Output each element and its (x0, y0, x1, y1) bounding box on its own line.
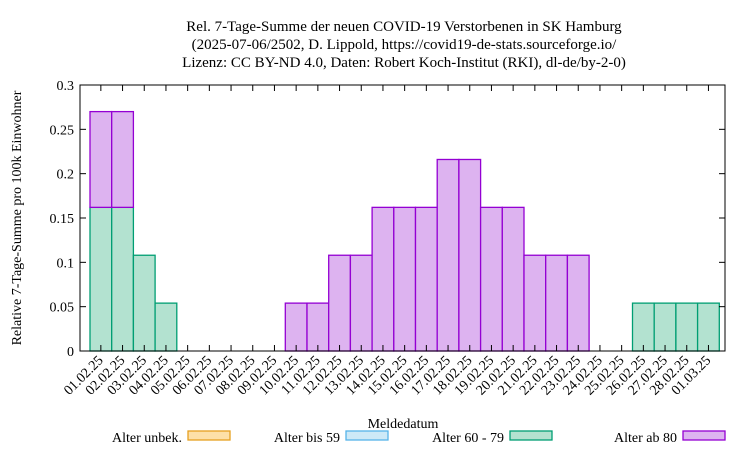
bars-layer (89, 110, 720, 352)
bar-segment-03.02.25-series-2 (132, 254, 156, 352)
bar-segment-28.02.25-series-2 (675, 302, 699, 352)
y-tick-label: 0.25 (50, 123, 75, 138)
y-axis-label: Relative 7-Tage-Summe pro 100k Einwohner (10, 90, 25, 345)
bar-segment-26.02.25-series-2 (631, 302, 655, 352)
bar-segment-17.02.25-series-3 (436, 158, 460, 352)
bar-segment-27.02.25-series-2 (653, 302, 677, 352)
legend-swatch (509, 430, 553, 441)
bar-segment-14.02.25-series-3 (371, 206, 395, 352)
legend-swatch (187, 430, 231, 441)
y-tick-label: 0.05 (50, 301, 75, 316)
y-tick-label: 0.2 (57, 168, 75, 183)
bar-segment-11.02.25-series-3 (306, 302, 330, 352)
bar-segment-22.02.25-series-3 (545, 254, 569, 352)
bar-segment-01.02.25-series-3 (89, 110, 113, 209)
bar-segment-02.02.25-series-2 (111, 206, 135, 352)
bar-segment-18.02.25-series-3 (458, 158, 482, 352)
bar-segment-10.02.25-series-3 (284, 302, 308, 352)
bar-segment-01.03.25-series-2 (696, 302, 720, 352)
bar-segment-16.02.25-series-3 (414, 206, 438, 352)
x-axis-label: Meldedatum (368, 417, 439, 432)
bar-segment-13.02.25-series-3 (349, 254, 373, 352)
bar-segment-21.02.25-series-3 (523, 254, 547, 352)
chart-title: Rel. 7-Tage-Summe der neuen COVID-19 Ver… (182, 19, 626, 71)
y-tick-label: 0.3 (57, 79, 75, 94)
bar-segment-12.02.25-series-3 (328, 254, 352, 352)
legend-swatch (682, 430, 726, 441)
legend: Alter unbek. Alter bis 59 Alter 60 - 79 Alt… (112, 430, 726, 446)
bar-segment-20.02.25-series-3 (501, 206, 525, 352)
legend-swatch (345, 430, 389, 441)
y-tick-label: 0 (67, 345, 74, 360)
legend-label: Alter unbek. (112, 431, 182, 446)
bar-segment-04.02.25-series-2 (154, 302, 178, 352)
bar-segment-15.02.25-series-3 (393, 206, 417, 352)
y-tick-label: 0.15 (50, 212, 75, 227)
legend-label: Alter ab 80 (614, 431, 677, 446)
bar-segment-01.02.25-series-2 (89, 206, 113, 352)
title-line-3: Lizenz: CC BY-ND 4.0, Daten: Robert Koch… (182, 55, 626, 71)
bar-segment-19.02.25-series-3 (479, 206, 503, 352)
bar-segment-23.02.25-series-3 (566, 254, 590, 352)
legend-label: Alter 60 - 79 (432, 431, 504, 446)
title-line-1: Rel. 7-Tage-Summe der neuen COVID-19 Ver… (186, 19, 622, 35)
plot-frame (79, 84, 726, 352)
title-line-2: (2025-07-06/2502, D. Lippold, https://co… (192, 37, 617, 53)
y-axis-ticks: 0 0.05 0.1 0.15 0.2 0.25 0.3 (50, 79, 725, 360)
bar-segment-02.02.25-series-3 (111, 110, 135, 209)
y-tick-label: 0.1 (57, 256, 75, 271)
legend-label: Alter bis 59 (274, 431, 340, 446)
